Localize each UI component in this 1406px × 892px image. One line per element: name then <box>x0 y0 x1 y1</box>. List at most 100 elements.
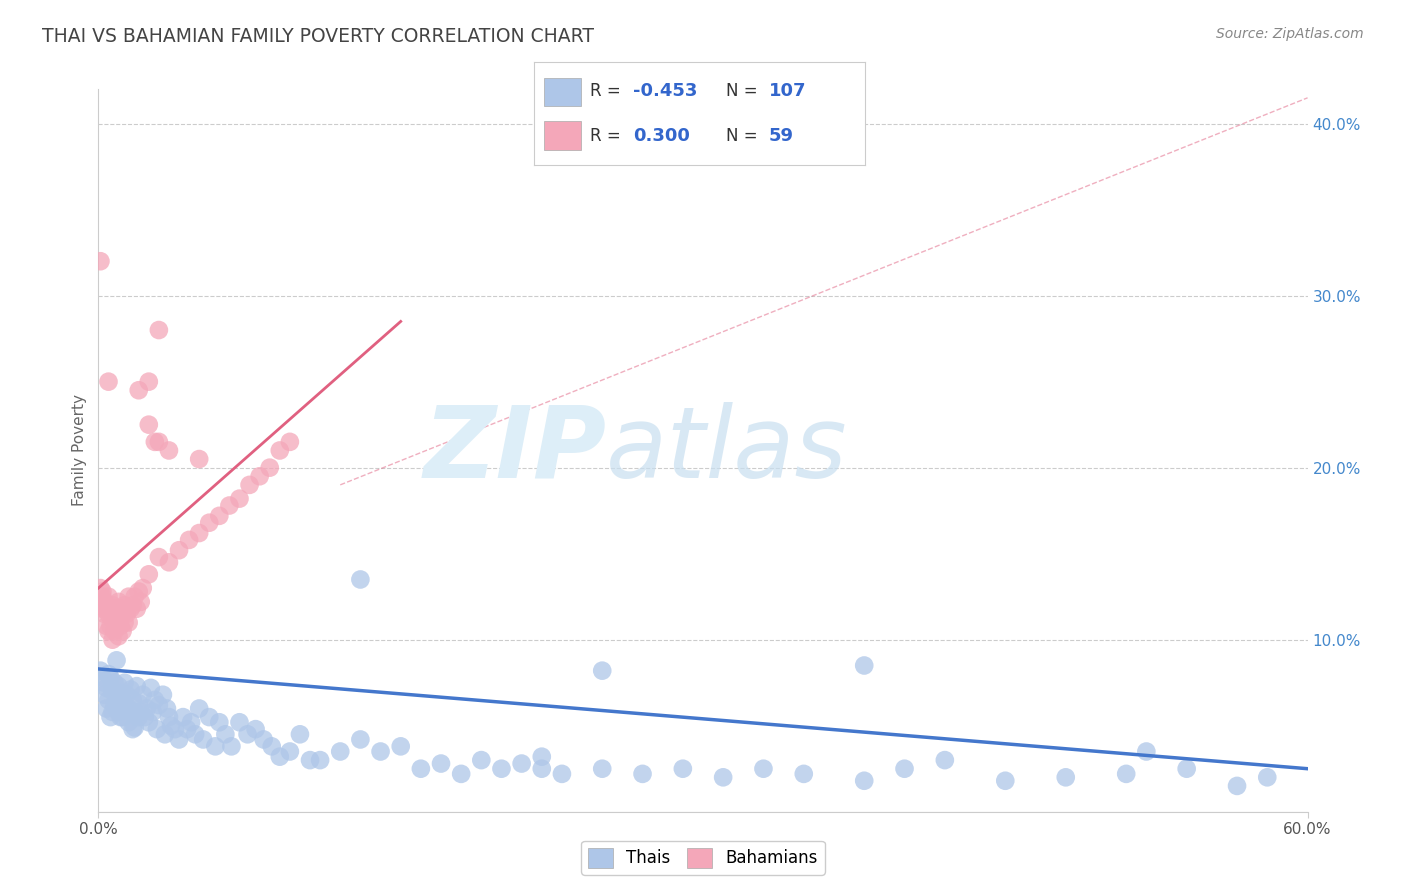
Point <box>101 599 124 613</box>
Point <box>249 469 271 483</box>
Point <box>299 753 322 767</box>
Point <box>349 573 371 587</box>
Point <box>269 749 291 764</box>
Point <box>1115 767 1137 781</box>
Point <box>143 434 166 449</box>
Point <box>120 682 142 697</box>
Point <box>853 773 876 788</box>
Point <box>110 601 132 615</box>
Point <box>93 607 115 621</box>
Point <box>101 684 124 698</box>
Point <box>129 705 152 719</box>
Point <box>793 767 815 781</box>
Point <box>118 615 141 630</box>
Point <box>157 555 180 569</box>
Text: THAI VS BAHAMIAN FAMILY POVERTY CORRELATION CHART: THAI VS BAHAMIAN FAMILY POVERTY CORRELAT… <box>42 27 595 45</box>
Point <box>105 619 128 633</box>
Point <box>188 701 211 715</box>
Point <box>278 744 301 758</box>
Text: Source: ZipAtlas.com: Source: ZipAtlas.com <box>1216 27 1364 41</box>
Point <box>89 599 111 613</box>
Point <box>752 762 775 776</box>
Point <box>124 721 146 735</box>
Point <box>120 705 142 719</box>
Point <box>135 701 157 715</box>
Point <box>934 753 956 767</box>
Point <box>93 595 115 609</box>
Text: 0.300: 0.300 <box>633 127 690 145</box>
Point <box>107 705 129 719</box>
Point <box>93 675 115 690</box>
Point <box>530 749 553 764</box>
Point <box>148 323 170 337</box>
Point <box>228 491 250 506</box>
Point <box>107 679 129 693</box>
Point <box>430 756 453 771</box>
Point <box>491 762 513 776</box>
Point <box>994 773 1017 788</box>
Point <box>138 417 160 432</box>
Point <box>349 732 371 747</box>
Point <box>114 615 136 630</box>
Point <box>96 619 118 633</box>
Point <box>101 612 124 626</box>
Point <box>103 698 125 712</box>
Bar <box>544 78 581 106</box>
Text: N =: N = <box>725 127 758 145</box>
Point <box>184 727 207 741</box>
Point <box>97 667 120 681</box>
Point <box>188 526 211 541</box>
Point <box>100 671 122 685</box>
Point <box>260 739 283 754</box>
Point <box>121 722 143 736</box>
Point <box>146 722 169 736</box>
Point <box>110 619 132 633</box>
Point <box>138 375 160 389</box>
Y-axis label: Family Poverty: Family Poverty <box>72 394 87 507</box>
Point <box>198 516 221 530</box>
Point <box>180 715 202 730</box>
Point <box>97 590 120 604</box>
Point <box>163 722 186 736</box>
Point <box>118 715 141 730</box>
Point <box>591 762 613 776</box>
Point <box>148 550 170 565</box>
Point <box>134 710 156 724</box>
Point <box>269 443 291 458</box>
Point <box>221 739 243 754</box>
Point <box>114 599 136 613</box>
Point <box>1256 770 1278 784</box>
Point <box>179 533 201 547</box>
Point <box>218 499 240 513</box>
Point <box>124 590 146 604</box>
Point <box>103 624 125 639</box>
Point <box>115 607 138 621</box>
Text: -0.453: -0.453 <box>633 82 697 100</box>
Point <box>101 705 124 719</box>
Point <box>143 693 166 707</box>
Text: 107: 107 <box>769 82 807 100</box>
Point <box>329 744 352 758</box>
Point <box>172 710 194 724</box>
Point <box>148 434 170 449</box>
Point <box>470 753 492 767</box>
Point <box>93 688 115 702</box>
Point <box>239 478 262 492</box>
Point <box>259 460 281 475</box>
Point <box>389 739 412 754</box>
Point <box>111 607 134 621</box>
Point <box>672 762 695 776</box>
Point <box>591 664 613 678</box>
Point <box>128 584 150 599</box>
Point <box>107 595 129 609</box>
Point <box>214 727 236 741</box>
Point <box>96 601 118 615</box>
Point <box>89 664 111 678</box>
Text: R =: R = <box>591 82 621 100</box>
Point <box>148 698 170 712</box>
Point <box>208 508 231 523</box>
Point <box>110 710 132 724</box>
Point <box>105 601 128 615</box>
Point <box>510 756 533 771</box>
Point <box>128 710 150 724</box>
